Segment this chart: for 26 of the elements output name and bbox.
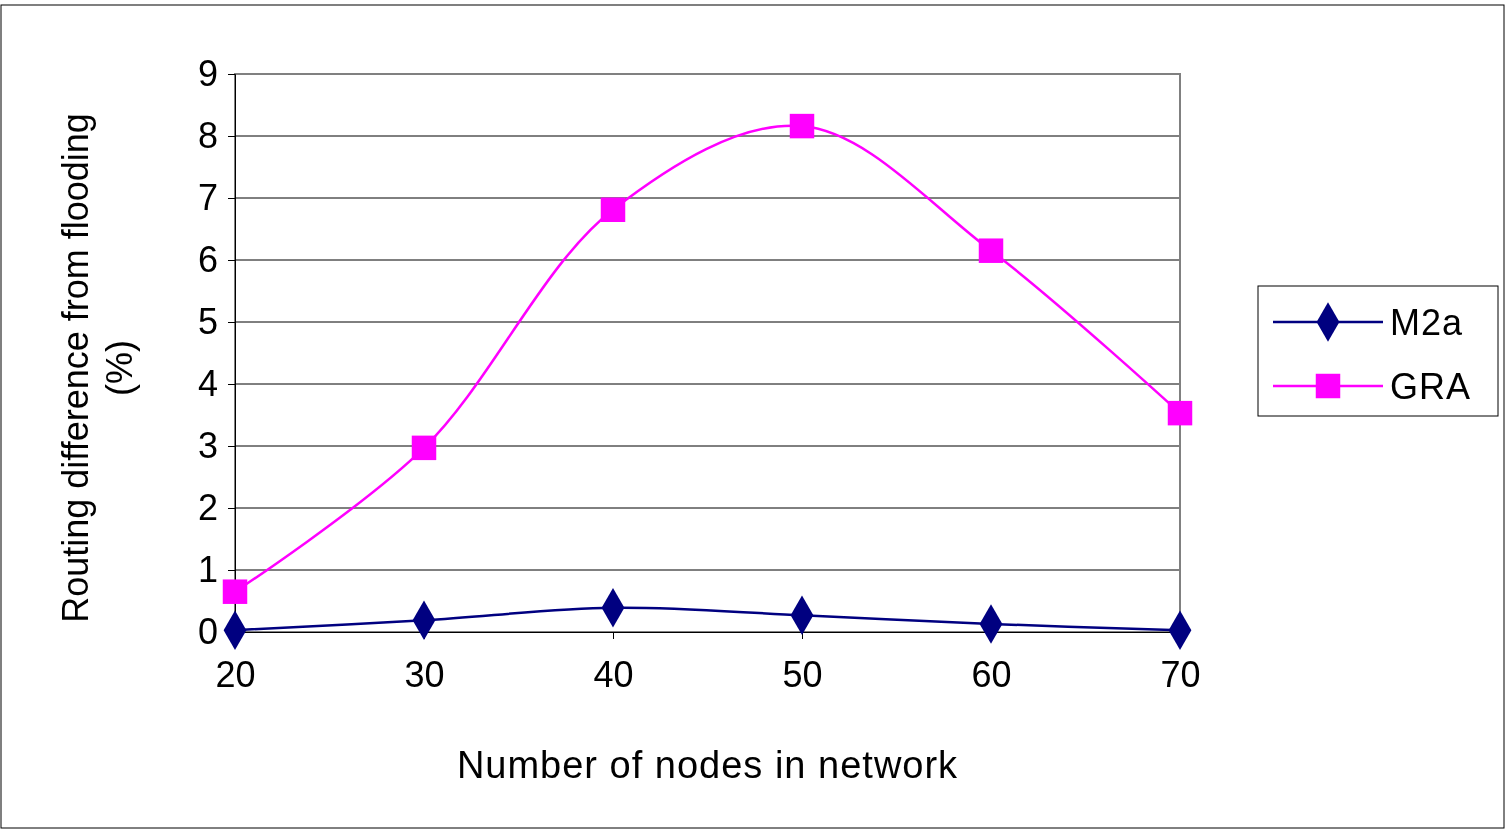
x-tick-label: 20 <box>215 653 256 695</box>
y-tick-label: 9 <box>197 53 218 95</box>
x-tick-label: 50 <box>782 653 823 695</box>
y-axis-title: Routing difference from flooding (%) <box>55 113 140 623</box>
x-tick-label: 70 <box>1160 653 1201 695</box>
y-tick-label: 6 <box>197 239 218 281</box>
legend-label: GRA <box>1390 366 1472 407</box>
x-tick-label: 60 <box>971 653 1012 695</box>
point <box>789 113 815 139</box>
point <box>978 238 1004 263</box>
y-tick-label: 3 <box>197 425 218 467</box>
point <box>600 197 626 223</box>
y-tick-label: 1 <box>197 549 218 591</box>
y-tick-label: 4 <box>197 363 218 405</box>
point <box>1167 400 1193 426</box>
y-tick-label: 5 <box>197 301 218 343</box>
point <box>222 579 248 604</box>
y-tick-label: 2 <box>197 487 218 529</box>
x-axis-title: Number of nodes in network <box>456 744 959 786</box>
point <box>411 435 437 461</box>
x-tick-label: 40 <box>593 653 634 695</box>
y-tick-label: 0 <box>197 611 218 653</box>
legend-label: M2a <box>1390 302 1464 343</box>
x-tick-label: 30 <box>404 653 445 695</box>
y-tick-label: 7 <box>197 177 218 219</box>
y-tick-label: 8 <box>197 115 218 157</box>
